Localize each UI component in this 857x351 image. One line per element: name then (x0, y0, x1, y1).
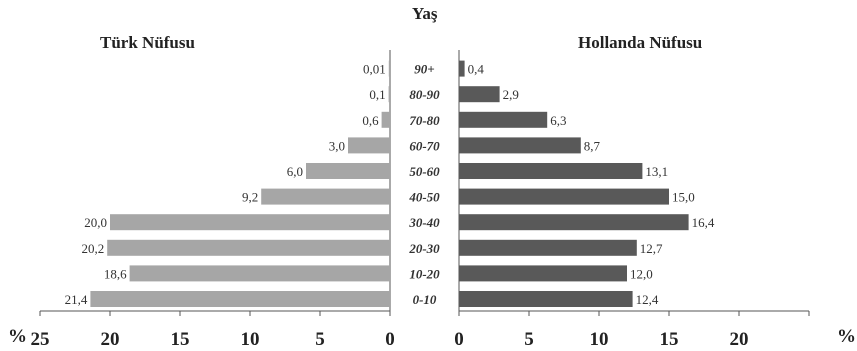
age-group-label: 50-60 (409, 164, 440, 179)
left-tick-label: 15 (171, 329, 190, 350)
hollanda-bar (459, 86, 500, 103)
turk-bar (261, 188, 390, 205)
turk-data-label: 20,2 (81, 241, 104, 256)
turk-bar (110, 214, 390, 231)
turk-bar (381, 111, 390, 128)
hollanda-data-label: 16,4 (692, 215, 715, 230)
hollanda-bar (459, 188, 669, 205)
turk-bar (388, 60, 390, 77)
hollanda-data-label: 8,7 (584, 138, 601, 153)
turk-data-label: 6,0 (287, 164, 303, 179)
turk-data-label: 0,01 (363, 62, 386, 77)
hollanda-bar (459, 163, 643, 179)
hollanda-data-label: 12,4 (636, 292, 659, 307)
turk-bar (90, 291, 391, 307)
turk-bar (107, 239, 390, 256)
hollanda-bar (459, 214, 689, 231)
age-group-label: 20-30 (408, 241, 440, 256)
hollanda-data-label: 12,7 (640, 241, 663, 256)
turk-data-label: 9,2 (242, 190, 258, 205)
hollanda-data-label: 13,1 (645, 164, 668, 179)
turk-data-label: 18,6 (104, 266, 127, 281)
left-unit-label: % (8, 326, 27, 347)
turk-bar (388, 86, 390, 103)
hollanda-bar (459, 137, 581, 154)
hollanda-bar (459, 291, 633, 307)
age-group-label: 10-20 (409, 266, 440, 281)
left-tick-label: 0 (385, 329, 395, 350)
hollanda-bar (459, 265, 627, 282)
age-group-label: 30-40 (408, 215, 440, 230)
hollanda-bar (459, 111, 548, 128)
turk-data-label: 0,1 (369, 87, 385, 102)
left-tick-label: 25 (31, 329, 50, 350)
right-unit-label: % (837, 326, 856, 347)
hollanda-data-label: 2,9 (503, 87, 519, 102)
right-tick-label: 15 (660, 329, 679, 350)
right-tick-label: 0 (454, 329, 464, 350)
right-series-title: Hollanda Nüfusu (578, 33, 703, 52)
age-group-label: 90+ (414, 62, 434, 77)
left-tick-label: 5 (315, 329, 325, 350)
right-tick-label: 5 (524, 329, 534, 350)
age-group-label: 0-10 (413, 292, 437, 307)
turk-bar (129, 265, 390, 282)
hollanda-data-label: 0,4 (468, 62, 485, 77)
hollanda-data-label: 12,0 (630, 266, 653, 281)
chart-title: Yaş (412, 4, 438, 23)
age-group-label: 70-80 (409, 113, 440, 128)
left-tick-label: 20 (101, 329, 120, 350)
turk-bar (306, 163, 390, 179)
right-tick-label: 20 (730, 329, 749, 350)
hollanda-bar (459, 239, 637, 256)
age-group-label: 80-90 (409, 87, 440, 102)
age-group-label: 60-70 (409, 138, 440, 153)
turk-data-label: 21,4 (65, 292, 88, 307)
right-tick-label: 10 (590, 329, 609, 350)
turk-data-label: 3,0 (329, 138, 345, 153)
left-series-title: Türk Nüfusu (100, 33, 195, 52)
hollanda-bar (459, 60, 465, 77)
turk-bar (348, 137, 390, 154)
turk-data-label: 0,6 (362, 113, 379, 128)
hollanda-data-label: 15,0 (672, 190, 695, 205)
age-group-label: 40-50 (408, 190, 440, 205)
left-tick-label: 10 (241, 329, 260, 350)
hollanda-data-label: 6,3 (550, 113, 566, 128)
turk-data-label: 20,0 (84, 215, 107, 230)
